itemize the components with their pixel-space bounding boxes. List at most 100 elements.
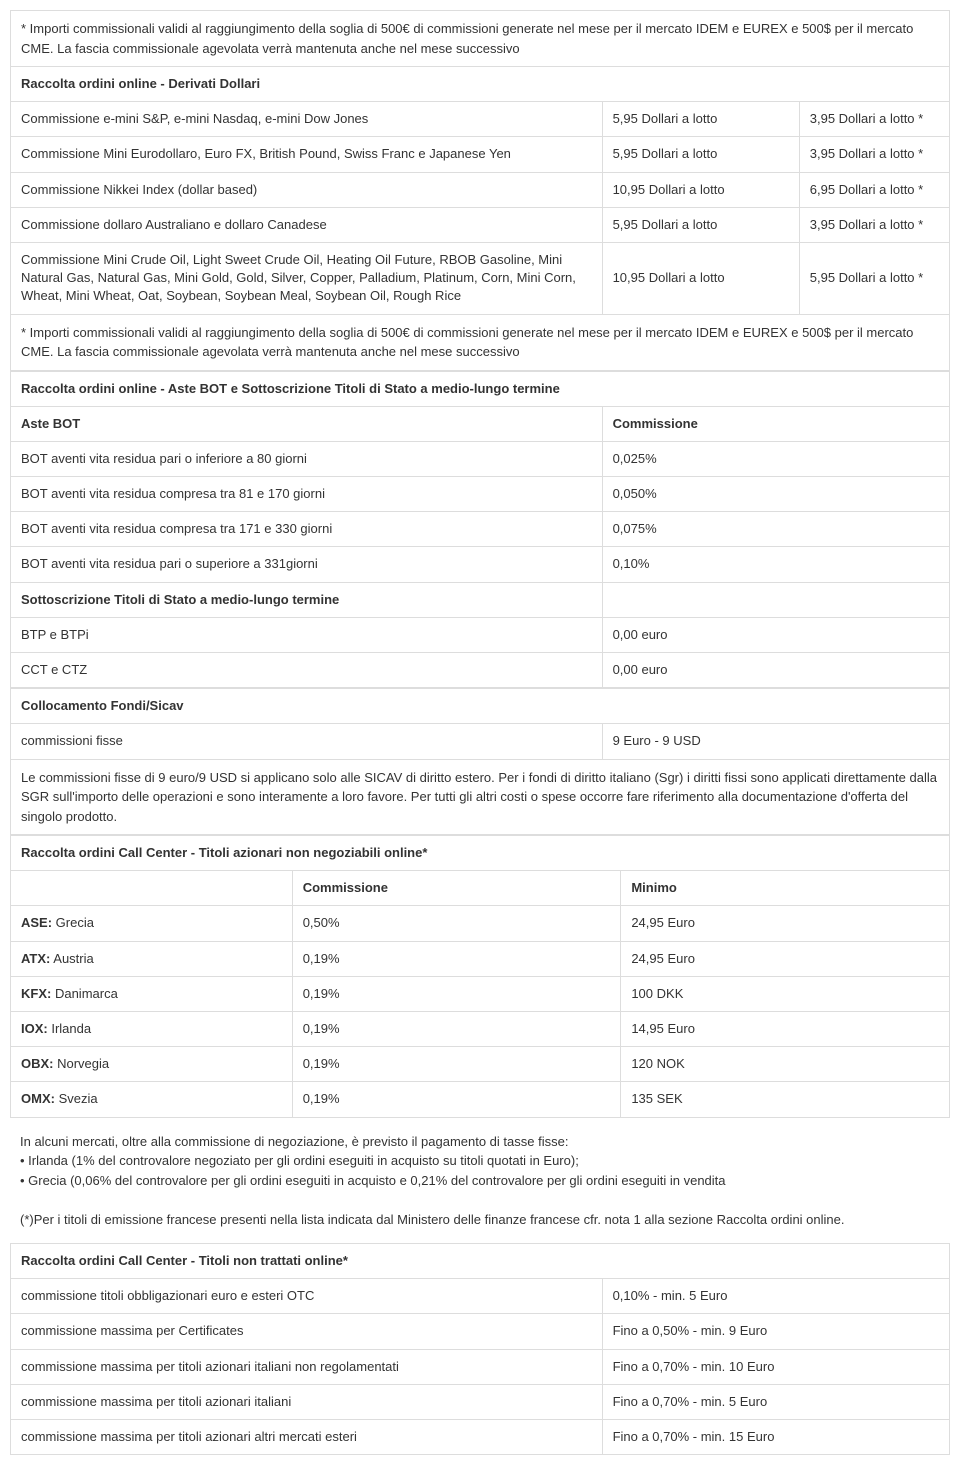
desc-cell: commissione massima per titoli azionari … <box>11 1420 603 1455</box>
desc-cell: Commissione dollaro Australiano e dollar… <box>11 207 603 242</box>
commission-cell: 0,19% <box>292 976 621 1011</box>
table-row: BOT aventi vita residua pari o superiore… <box>11 547 950 582</box>
section-title-fondi: Collocamento Fondi/Sicav <box>11 689 950 724</box>
desc-cell: commissione massima per titoli azionari … <box>11 1349 603 1384</box>
note-line: In alcuni mercati, oltre alla commission… <box>20 1132 940 1152</box>
table-aste-bot: Raccolta ordini online - Aste BOT e Sott… <box>10 371 950 689</box>
desc-cell: BOT aventi vita residua compresa tra 171… <box>11 512 603 547</box>
table-collocamento-fondi: Collocamento Fondi/Sicav commissioni fis… <box>10 688 950 835</box>
minimum-cell: 24,95 Euro <box>621 906 950 941</box>
commission-cell: 0,19% <box>292 1047 621 1082</box>
table-row: Commissione Mini Eurodollaro, Euro FX, B… <box>11 137 950 172</box>
table-row: BTP e BTPi0,00 euro <box>11 617 950 652</box>
sub-header: Sottoscrizione Titoli di Stato a medio-l… <box>11 582 603 617</box>
price-cell: 10,95 Dollari a lotto <box>602 242 799 314</box>
desc-cell: BOT aventi vita residua compresa tra 81 … <box>11 477 603 512</box>
minimum-cell: 100 DKK <box>621 976 950 1011</box>
market-name: Irlanda <box>48 1021 91 1036</box>
value-cell: Fino a 0,50% - min. 9 Euro <box>602 1314 949 1349</box>
market-cell: KFX: Danimarca <box>11 976 293 1011</box>
market-code: IOX: <box>21 1021 48 1036</box>
table-row: KFX: Danimarca0,19%100 DKK <box>11 976 950 1011</box>
price-cell: 5,95 Dollari a lotto <box>602 102 799 137</box>
market-name: Danimarca <box>51 986 117 1001</box>
value-cell: 0,10% - min. 5 Euro <box>602 1279 949 1314</box>
commission-cell: 0,50% <box>292 906 621 941</box>
market-cell: IOX: Irlanda <box>11 1012 293 1047</box>
desc-cell: BTP e BTPi <box>11 617 603 652</box>
market-cell: OBX: Norvegia <box>11 1047 293 1082</box>
value-cell: 0,00 euro <box>602 653 949 688</box>
price-discount-cell: 6,95 Dollari a lotto * <box>799 172 949 207</box>
desc-cell: BOT aventi vita residua pari o inferiore… <box>11 441 603 476</box>
section-title-derivati-dollari: Raccolta ordini online - Derivati Dollar… <box>11 67 950 102</box>
table-row: OBX: Norvegia0,19%120 NOK <box>11 1047 950 1082</box>
market-code: OMX: <box>21 1091 55 1106</box>
table-row: OMX: Svezia0,19%135 SEK <box>11 1082 950 1117</box>
note-line: • Irlanda (1% del controvalore negoziato… <box>20 1151 940 1171</box>
desc-cell: commissione massima per Certificates <box>11 1314 603 1349</box>
commission-cell: 0,19% <box>292 1082 621 1117</box>
price-cell: 5,95 Dollari a lotto <box>602 207 799 242</box>
minimum-cell: 135 SEK <box>621 1082 950 1117</box>
table-row: BOT aventi vita residua compresa tra 81 … <box>11 477 950 512</box>
value-cell: Fino a 0,70% - min. 10 Euro <box>602 1349 949 1384</box>
market-name: Norvegia <box>54 1056 110 1071</box>
col-header: Minimo <box>621 871 950 906</box>
section-title-non-trattati: Raccolta ordini Call Center - Titoli non… <box>11 1244 950 1279</box>
markets-tax-note: In alcuni mercati, oltre alla commission… <box>10 1118 950 1244</box>
market-code: ATX: <box>21 951 50 966</box>
table-row: commissione massima per titoli azionari … <box>11 1420 950 1455</box>
desc-cell: Commissione Nikkei Index (dollar based) <box>11 172 603 207</box>
note-line: • Grecia (0,06% del controvalore per gli… <box>20 1171 940 1191</box>
table-row: ATX: Austria0,19%24,95 Euro <box>11 941 950 976</box>
table-row: commissione titoli obbligazionari euro e… <box>11 1279 950 1314</box>
minimum-cell: 120 NOK <box>621 1047 950 1082</box>
value-cell: 0,10% <box>602 547 949 582</box>
price-cell: 5,95 Dollari a lotto <box>602 137 799 172</box>
commission-cell: 0,19% <box>292 941 621 976</box>
table-row: commissione massima per titoli azionari … <box>11 1384 950 1419</box>
table-row: commissione massima per titoli azionari … <box>11 1349 950 1384</box>
table-row: ASE: Grecia0,50%24,95 Euro <box>11 906 950 941</box>
value-cell: 0,050% <box>602 477 949 512</box>
desc-cell: CCT e CTZ <box>11 653 603 688</box>
value-cell: 0,025% <box>602 441 949 476</box>
note-line: (*)Per i titoli di emissione francese pr… <box>20 1210 940 1230</box>
empty-cell <box>602 582 949 617</box>
market-cell: OMX: Svezia <box>11 1082 293 1117</box>
col-header: Commissione <box>602 406 949 441</box>
price-cell: 10,95 Dollari a lotto <box>602 172 799 207</box>
desc-cell: commissione titoli obbligazionari euro e… <box>11 1279 603 1314</box>
section-title-call-center-az: Raccolta ordini Call Center - Titoli azi… <box>11 836 950 871</box>
table-row: IOX: Irlanda0,19%14,95 Euro <box>11 1012 950 1047</box>
desc-cell: Commissione Mini Crude Oil, Light Sweet … <box>11 242 603 314</box>
value-cell: Fino a 0,70% - min. 5 Euro <box>602 1384 949 1419</box>
table-row: Commissione e-mini S&P, e-mini Nasdaq, e… <box>11 102 950 137</box>
table-row: BOT aventi vita residua pari o inferiore… <box>11 441 950 476</box>
minimum-cell: 14,95 Euro <box>621 1012 950 1047</box>
table-call-center-non-trattati: Raccolta ordini Call Center - Titoli non… <box>10 1243 950 1455</box>
table-call-center-azionari: Raccolta ordini Call Center - Titoli azi… <box>10 835 950 1118</box>
section-title-aste-bot: Raccolta ordini online - Aste BOT e Sott… <box>11 371 950 406</box>
commission-cell: 0,19% <box>292 1012 621 1047</box>
desc-cell: BOT aventi vita residua pari o superiore… <box>11 547 603 582</box>
market-cell: ATX: Austria <box>11 941 293 976</box>
table-row: CCT e CTZ0,00 euro <box>11 653 950 688</box>
value-cell: 0,075% <box>602 512 949 547</box>
table-row: Commissione dollaro Australiano e dollar… <box>11 207 950 242</box>
price-discount-cell: 3,95 Dollari a lotto * <box>799 102 949 137</box>
table-row: commissione massima per CertificatesFino… <box>11 1314 950 1349</box>
market-cell: ASE: Grecia <box>11 906 293 941</box>
price-discount-cell: 3,95 Dollari a lotto * <box>799 137 949 172</box>
threshold-note-top: * Importi commissionali validi al raggiu… <box>11 11 950 67</box>
empty-header <box>11 871 293 906</box>
table-row: BOT aventi vita residua compresa tra 171… <box>11 512 950 547</box>
desc-cell: Commissione Mini Eurodollaro, Euro FX, B… <box>11 137 603 172</box>
desc-cell: commissione massima per titoli azionari … <box>11 1384 603 1419</box>
minimum-cell: 24,95 Euro <box>621 941 950 976</box>
threshold-note-repeat: * Importi commissionali validi al raggiu… <box>11 314 950 370</box>
market-code: OBX: <box>21 1056 54 1071</box>
price-discount-cell: 3,95 Dollari a lotto * <box>799 207 949 242</box>
desc-cell: commissioni fisse <box>11 724 603 759</box>
